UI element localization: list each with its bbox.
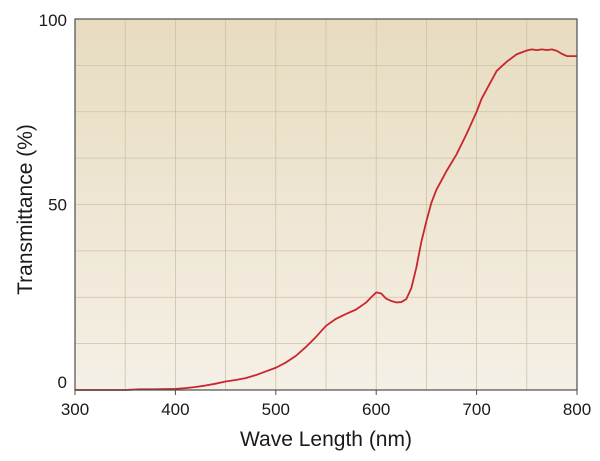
y-tick-label: 0 bbox=[58, 373, 67, 392]
x-axis-ticks: 300 400 500 600 700 800 bbox=[61, 390, 591, 419]
y-axis-ticks: 0 50 100 bbox=[39, 11, 67, 392]
y-tick-label: 50 bbox=[48, 196, 67, 215]
x-tick-label: 700 bbox=[462, 400, 490, 419]
series-layer bbox=[75, 48, 577, 391]
x-tick-label: 300 bbox=[61, 400, 89, 419]
x-tick-label: 500 bbox=[262, 400, 290, 419]
y-axis-title: Transmittance (%) bbox=[14, 124, 37, 295]
transmittance-line bbox=[75, 48, 577, 391]
x-tick-label: 600 bbox=[362, 400, 390, 419]
x-tick-label: 400 bbox=[161, 400, 189, 419]
x-tick-label: 800 bbox=[563, 400, 591, 419]
plot-frame bbox=[74, 18, 578, 391]
x-axis-title: Wave Length (nm) bbox=[240, 428, 412, 451]
y-tick-label: 100 bbox=[39, 11, 67, 30]
gridlines bbox=[75, 19, 577, 390]
